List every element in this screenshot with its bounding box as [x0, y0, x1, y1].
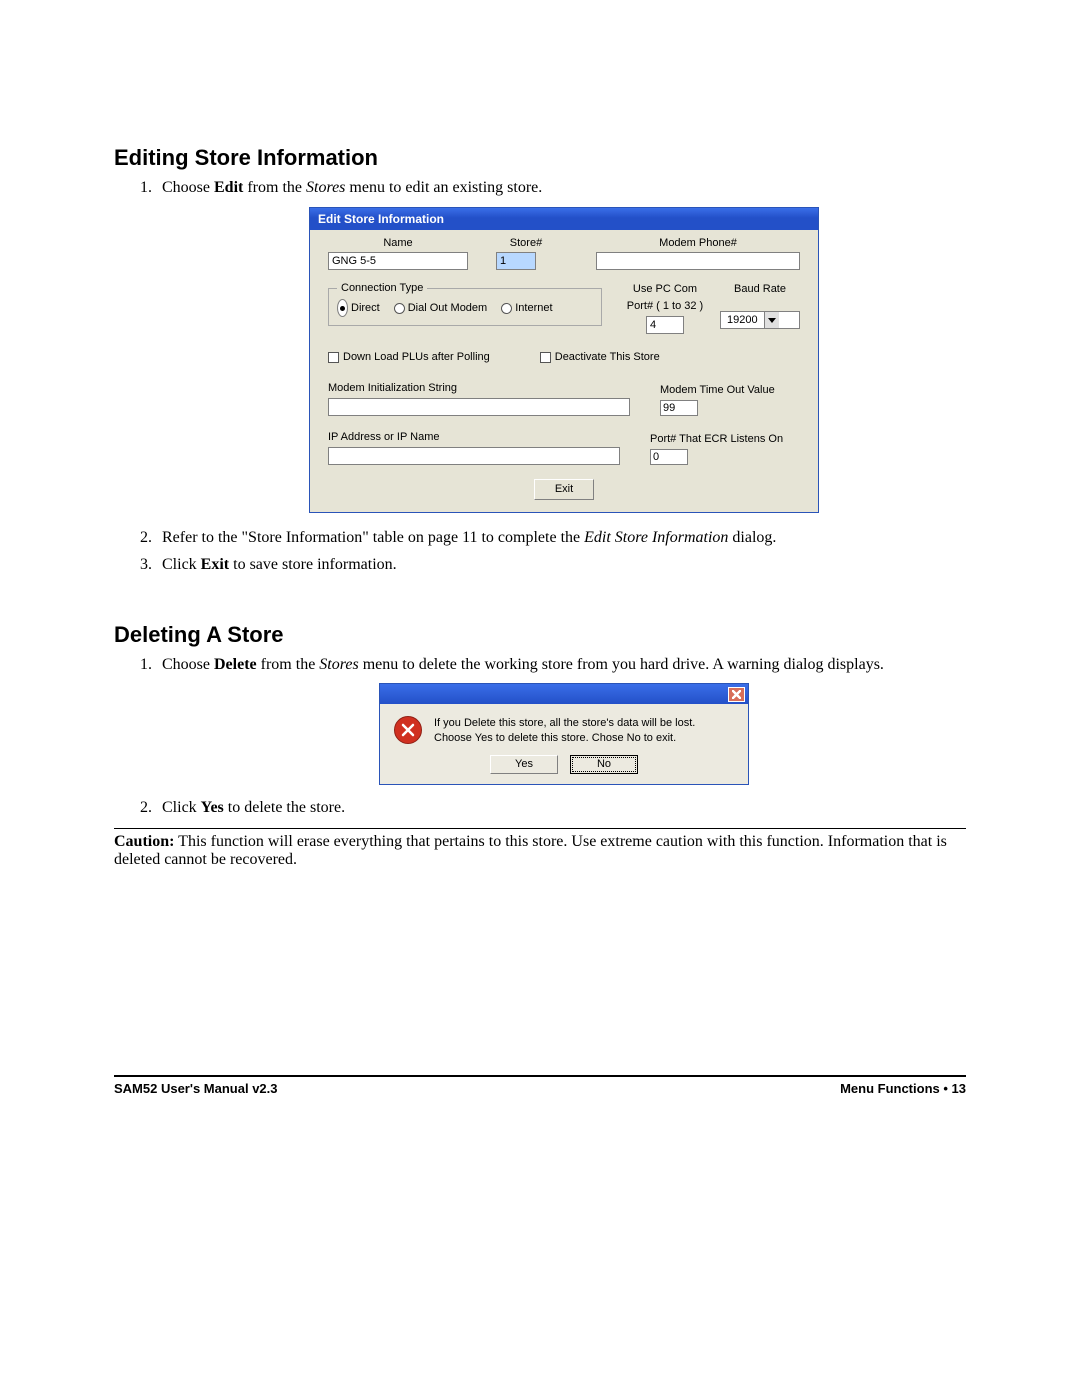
bold-text: Yes: [201, 799, 224, 816]
text: Click: [162, 556, 201, 573]
portecr-label: Port# That ECR Listens On: [650, 432, 800, 447]
pccom-label1: Use PC Com: [620, 282, 710, 297]
text: from the: [257, 656, 320, 673]
ipaddr-input[interactable]: [328, 447, 620, 465]
storenum-label: Store#: [496, 236, 556, 251]
name-input[interactable]: [328, 252, 468, 270]
text: menu to delete the working store from yo…: [359, 656, 884, 673]
btn-label: No: [597, 758, 611, 770]
comport-input[interactable]: [646, 316, 684, 334]
pccom-label2: Port# ( 1 to 32 ): [620, 299, 710, 314]
modemtimeout-input[interactable]: [660, 400, 698, 416]
modemphone-label: Modem Phone#: [596, 236, 800, 251]
editing-steps-list: Choose Edit from the Stores menu to edit…: [114, 177, 966, 576]
delete-step-2: Click Yes to delete the store.: [156, 797, 966, 819]
modemphone-input[interactable]: [596, 252, 800, 270]
baud-select[interactable]: 19200: [720, 311, 800, 329]
bold-text: Delete: [214, 656, 257, 673]
footer-bullet: •: [940, 1081, 952, 1096]
radio-direct[interactable]: Direct: [337, 299, 380, 317]
modeminit-label: Modem Initialization String: [328, 381, 630, 396]
bold-text: Edit: [214, 179, 243, 196]
text: dialog.: [728, 529, 776, 546]
text: Click: [162, 799, 201, 816]
radio-label: Direct: [351, 301, 380, 316]
footer-rule-thick: [114, 1075, 966, 1077]
footer-page: 13: [952, 1081, 966, 1096]
chk-download-plus[interactable]: Down Load PLUs after Polling: [328, 350, 490, 365]
portecr-input[interactable]: [650, 449, 688, 465]
footer-right: Menu Functions • 13: [840, 1081, 966, 1096]
deleting-steps-list: Choose Delete from the Stores menu to de…: [114, 654, 966, 819]
dialog-title: Edit Store Information: [318, 212, 444, 226]
section-heading-deleting: Deleting A Store: [114, 622, 966, 648]
btn-label: Yes: [515, 758, 533, 770]
modeminit-input[interactable]: [328, 398, 630, 416]
edit-step-2: Refer to the "Store Information" table o…: [156, 527, 966, 549]
dialog-titlebar: Edit Store Information: [310, 208, 818, 230]
yes-button[interactable]: Yes: [490, 755, 558, 774]
caution-text: This function will erase everything that…: [114, 833, 947, 868]
delete-step-1: Choose Delete from the Stores menu to de…: [156, 654, 966, 785]
edit-step-3: Click Exit to save store information.: [156, 554, 966, 576]
chk-deactivate[interactable]: Deactivate This Store: [540, 350, 660, 365]
italic-text: Stores: [319, 656, 358, 673]
dropdown-arrow-icon: [764, 312, 779, 328]
baud-value: 19200: [721, 313, 764, 328]
italic-text: Edit Store Information: [584, 529, 728, 546]
text: Refer to the "Store Information" table o…: [162, 529, 584, 546]
radio-dialout[interactable]: Dial Out Modem: [394, 301, 487, 316]
radio-label: Internet: [515, 301, 552, 316]
storenum-input[interactable]: [496, 252, 536, 270]
exit-button[interactable]: Exit: [534, 479, 594, 500]
edit-step-1: Choose Edit from the Stores menu to edit…: [156, 177, 966, 513]
radio-label: Dial Out Modem: [408, 301, 487, 316]
alert-titlebar: [380, 684, 748, 704]
alert-message: If you Delete this store, all the store'…: [434, 716, 734, 745]
radio-internet[interactable]: Internet: [501, 301, 552, 316]
section-heading-editing: Editing Store Information: [114, 145, 966, 171]
text: Choose: [162, 179, 214, 196]
italic-text: Stores: [306, 179, 345, 196]
modemtimeout-label: Modem Time Out Value: [660, 383, 800, 398]
text: to save store information.: [229, 556, 397, 573]
footer-left: SAM52 User's Manual v2.3: [114, 1081, 278, 1096]
text: menu to edit an existing store.: [345, 179, 542, 196]
caution-note: Caution: This function will erase everyt…: [114, 828, 966, 869]
close-icon[interactable]: [728, 687, 745, 702]
name-label: Name: [328, 236, 468, 251]
caution-label: Caution:: [114, 833, 174, 850]
edit-store-dialog: Edit Store Information Name Store#: [309, 207, 819, 513]
text: from the: [243, 179, 306, 196]
text: to delete the store.: [224, 799, 345, 816]
baud-label: Baud Rate: [720, 282, 800, 297]
text: Choose: [162, 656, 214, 673]
bold-text: Exit: [201, 556, 229, 573]
ipaddr-label: IP Address or IP Name: [328, 430, 620, 445]
chk-label: Deactivate This Store: [555, 350, 660, 365]
delete-warning-dialog: If you Delete this store, all the store'…: [379, 683, 749, 784]
footer-section: Menu Functions: [840, 1081, 940, 1096]
error-icon: [394, 716, 422, 744]
conntype-group-label: Connection Type: [337, 281, 427, 296]
chk-label: Down Load PLUs after Polling: [343, 350, 490, 365]
no-button[interactable]: No: [570, 755, 638, 774]
page-footer: SAM52 User's Manual v2.3 Menu Functions …: [114, 1081, 966, 1096]
